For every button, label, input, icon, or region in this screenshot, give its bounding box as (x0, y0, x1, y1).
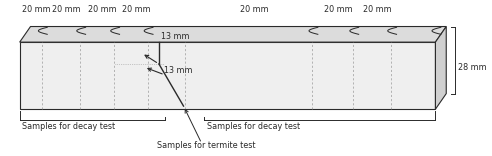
Text: 20 mm: 20 mm (240, 5, 268, 14)
Text: 13 mm: 13 mm (161, 32, 190, 41)
Text: 20 mm: 20 mm (122, 5, 151, 14)
Text: 20 mm: 20 mm (363, 5, 392, 14)
Text: Samples for decay test: Samples for decay test (207, 122, 300, 131)
Polygon shape (20, 27, 446, 42)
Text: 28 mm: 28 mm (458, 63, 486, 72)
Text: 20 mm: 20 mm (324, 5, 353, 14)
Text: 20 mm: 20 mm (52, 5, 81, 14)
Text: Samples for decay test: Samples for decay test (22, 122, 115, 131)
Polygon shape (20, 42, 435, 109)
Polygon shape (435, 27, 446, 109)
Text: 13 mm: 13 mm (164, 66, 192, 75)
Text: 20 mm: 20 mm (22, 5, 51, 14)
Text: Samples for termite test: Samples for termite test (157, 141, 256, 150)
Text: 20 mm: 20 mm (88, 5, 117, 14)
